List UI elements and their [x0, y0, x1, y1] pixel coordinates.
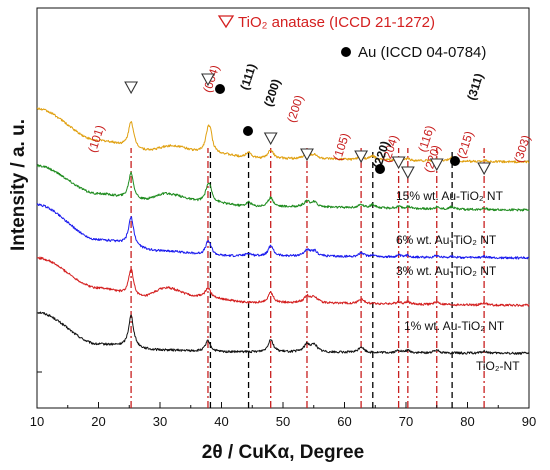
reference-lines [130, 148, 485, 408]
anatase-triangle-marker [354, 150, 369, 164]
x-axis-ticks: 10 20 30 40 50 60 70 80 90 [30, 371, 536, 429]
peak-labels: (101)(004)(200)(105)(204)(116)(220)(215)… [85, 62, 533, 174]
x-tick-label: 70 [399, 414, 413, 429]
au-dot-marker [243, 126, 253, 136]
curve-labels: TiO₂-NT 1% wt. Au-TiO₂ NT 3% wt. Au-TiO₂ N… [396, 189, 520, 373]
series-label: TiO₂-NT [476, 359, 520, 373]
anatase-triangle-marker [300, 148, 314, 162]
peak-index-label: (200) [261, 77, 283, 108]
legend-anatase-label: TiO₂ anatase (ICCD 21-1272) [238, 14, 435, 31]
series-line [36, 203, 530, 260]
legend: TiO₂ anatase (ICCD 21-1272) Au (ICCD 04-… [217, 14, 486, 61]
au-dot-marker [215, 84, 225, 94]
au-dot-marker [450, 156, 460, 166]
peak-index-label: (200) [284, 93, 306, 124]
anatase-triangle-marker [201, 73, 215, 87]
anatase-triangle-marker [124, 81, 139, 95]
series-line [36, 311, 530, 355]
series-label: 15% wt. Au-TiO₂ NT [396, 189, 504, 203]
x-tick-label: 40 [214, 414, 228, 429]
x-tick-label: 90 [522, 414, 536, 429]
series-label: 1% wt. Au-TiO₂ NT [404, 319, 505, 333]
peak-index-label: (303) [511, 133, 533, 164]
series-label: 6% wt. Au-TiO₂ NT [396, 233, 497, 247]
anatase-triangle-marker [391, 156, 406, 170]
y-axis-label: Intensity / a. u. [8, 119, 29, 251]
series-line [36, 107, 530, 164]
series-line [36, 256, 530, 307]
x-tick-label: 50 [276, 414, 290, 429]
series-label: 3% wt. Au-TiO₂ NT [396, 264, 497, 278]
x-tick-label: 30 [153, 414, 167, 429]
peak-index-label: (215) [454, 129, 476, 160]
legend-anatase-triangle-icon [217, 15, 235, 29]
legend-au-dot-icon [341, 47, 351, 57]
x-tick-label: 20 [91, 414, 105, 429]
au-dot-marker [375, 164, 385, 174]
peak-index-label: (311) [464, 72, 486, 102]
anatase-triangle-marker [263, 132, 278, 146]
peak-index-label: (101) [85, 123, 107, 154]
peak-index-label: (111) [237, 62, 259, 92]
xrd-curves [36, 107, 530, 355]
anatase-triangle-marker [429, 158, 444, 172]
legend-au-label: Au (ICCD 04-0784) [358, 44, 486, 61]
peak-index-label: (105) [330, 131, 352, 162]
series-line [36, 164, 530, 212]
phase-markers [124, 73, 492, 180]
anatase-triangle-marker [400, 166, 415, 180]
x-tick-label: 10 [30, 414, 44, 429]
x-axis-label: 2θ / CuKα, Degree [202, 442, 364, 463]
x-tick-label: 60 [337, 414, 351, 429]
anatase-triangle-marker [477, 162, 492, 176]
x-tick-label: 80 [460, 414, 474, 429]
